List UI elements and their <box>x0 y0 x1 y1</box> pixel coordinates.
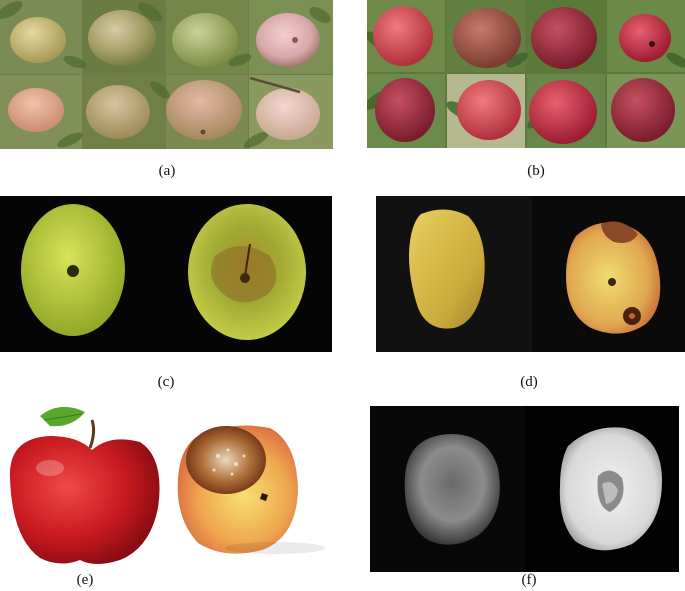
panel-f-image <box>370 406 679 572</box>
caption-a: (a) <box>158 163 176 179</box>
caption-f: (f) <box>521 572 537 588</box>
panel-a-image <box>0 0 333 149</box>
caption-b: (b) <box>527 163 545 179</box>
caption-c: (c) <box>157 374 175 390</box>
caption-e: (e) <box>76 572 94 588</box>
panel-c-image <box>0 196 332 352</box>
caption-d: (d) <box>520 374 538 390</box>
panel-e-image <box>0 398 340 570</box>
panel-d-image <box>376 196 685 352</box>
panel-b-image <box>367 0 685 148</box>
